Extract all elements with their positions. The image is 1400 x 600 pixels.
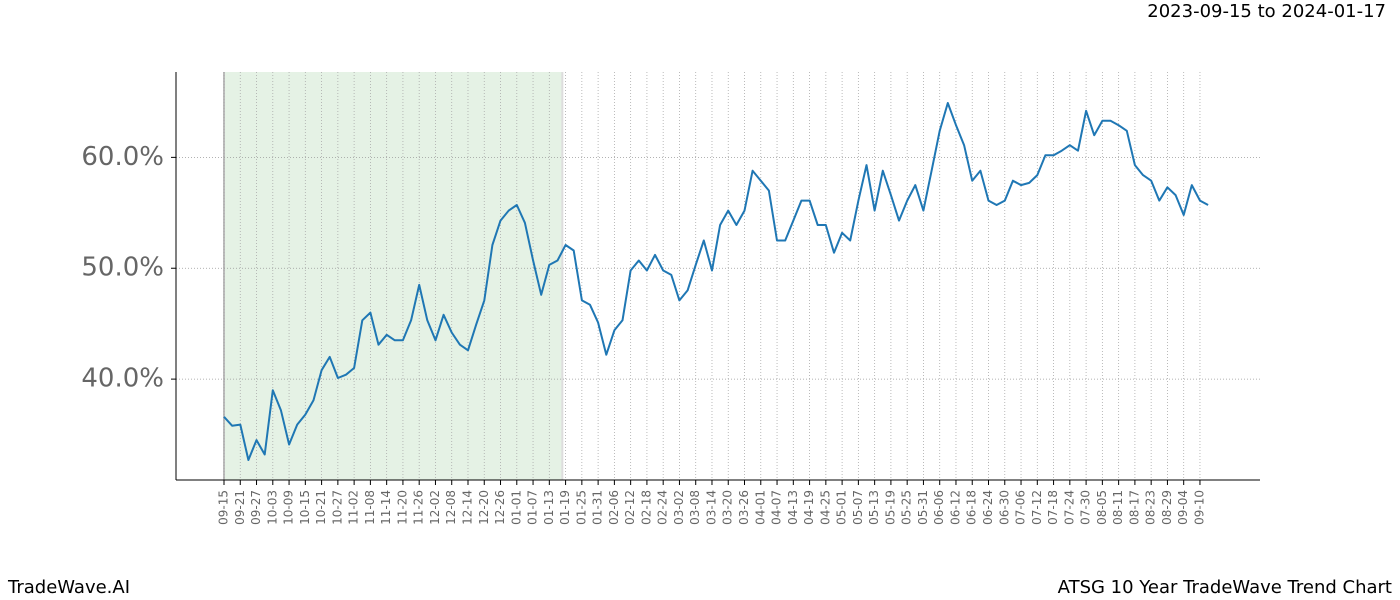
x-tick-label: 10-09 — [282, 490, 296, 525]
x-tick-label: 11-26 — [412, 490, 426, 525]
x-tick-label: 12-20 — [477, 490, 491, 525]
x-tick-label: 11-20 — [395, 490, 409, 525]
y-tick-label: 60.0% — [81, 142, 164, 172]
highlight-region — [224, 72, 563, 480]
x-tick-label: 03-20 — [721, 490, 735, 525]
x-tick-label: 06-24 — [981, 490, 995, 525]
x-tick-label: 08-17 — [1127, 490, 1141, 525]
x-tick-label: 11-02 — [347, 490, 361, 525]
x-tick-label: 08-23 — [1144, 490, 1158, 525]
x-tick-label: 05-19 — [883, 490, 897, 525]
x-tick-label: 03-02 — [672, 490, 686, 525]
x-tick-label: 01-19 — [558, 490, 572, 525]
x-tick-label: 02-18 — [639, 490, 653, 525]
x-tick-label: 02-12 — [623, 490, 637, 525]
date-range: 2023-09-15 to 2024-01-17 — [1147, 1, 1386, 22]
x-tick-label: 05-31 — [916, 490, 930, 525]
x-tick-label: 04-07 — [770, 490, 784, 525]
x-tick-label: 05-25 — [900, 490, 914, 525]
x-tick-label: 01-07 — [526, 490, 540, 525]
x-tick-label: 01-25 — [574, 490, 588, 525]
x-tick-label: 07-30 — [1079, 490, 1093, 525]
x-tick-label: 07-18 — [1046, 490, 1060, 525]
x-tick-label: 09-04 — [1176, 490, 1190, 525]
x-tick-label: 06-30 — [997, 490, 1011, 525]
x-tick-label: 06-18 — [965, 490, 979, 525]
y-tick-label: 50.0% — [81, 253, 164, 283]
x-tick-label: 11-14 — [379, 490, 393, 525]
chart-title: ATSG 10 Year TradeWave Trend Chart — [1058, 577, 1392, 598]
x-tick-label: 12-14 — [460, 490, 474, 525]
price-line — [223, 102, 1209, 461]
x-tick-label: 01-31 — [591, 490, 605, 525]
x-tick-label: 09-27 — [249, 490, 263, 525]
x-tick-label: 09-10 — [1192, 490, 1206, 525]
x-tick-label: 04-01 — [753, 490, 767, 525]
x-tick-label: 01-01 — [509, 490, 523, 525]
x-tick-label: 02-24 — [656, 490, 670, 525]
x-tick-label: 08-11 — [1111, 490, 1125, 525]
y-tick-label: 40.0% — [81, 364, 164, 394]
x-tick-label: 11-08 — [363, 490, 377, 525]
x-tick-label: 02-06 — [607, 490, 621, 525]
x-tick-label: 10-15 — [298, 490, 312, 525]
x-tick-label: 07-24 — [1062, 490, 1076, 525]
x-tick-label: 10-21 — [314, 490, 328, 525]
x-tick-label: 04-19 — [802, 490, 816, 525]
x-tick-label: 10-27 — [330, 490, 344, 525]
x-tick-label: 05-01 — [835, 490, 849, 525]
x-tick-label: 12-08 — [444, 490, 458, 525]
x-tick-label: 07-06 — [1014, 490, 1028, 525]
x-tick-label: 10-03 — [265, 490, 279, 525]
x-tick-label: 12-26 — [493, 490, 507, 525]
x-tick-label: 05-07 — [851, 490, 865, 525]
x-tick-label: 04-25 — [818, 490, 832, 525]
x-tick-label: 03-26 — [737, 490, 751, 525]
x-tick-label: 08-29 — [1160, 490, 1174, 525]
x-tick-label: 09-21 — [233, 490, 247, 525]
x-tick-label: 01-13 — [542, 490, 556, 525]
source: TradeWave.AI — [7, 577, 130, 598]
x-tick-label: 09-15 — [217, 490, 231, 525]
x-tick-label: 05-13 — [867, 490, 881, 525]
x-tick-label: 06-12 — [948, 490, 962, 525]
x-tick-label: 07-12 — [1030, 490, 1044, 525]
x-tick-label: 04-13 — [786, 490, 800, 525]
x-tick-label: 12-02 — [428, 490, 442, 525]
x-tick-label: 03-08 — [688, 490, 702, 525]
x-tick-label: 06-06 — [932, 490, 946, 525]
x-tick-label: 08-05 — [1095, 490, 1109, 525]
x-tick-label: 03-14 — [704, 490, 718, 525]
